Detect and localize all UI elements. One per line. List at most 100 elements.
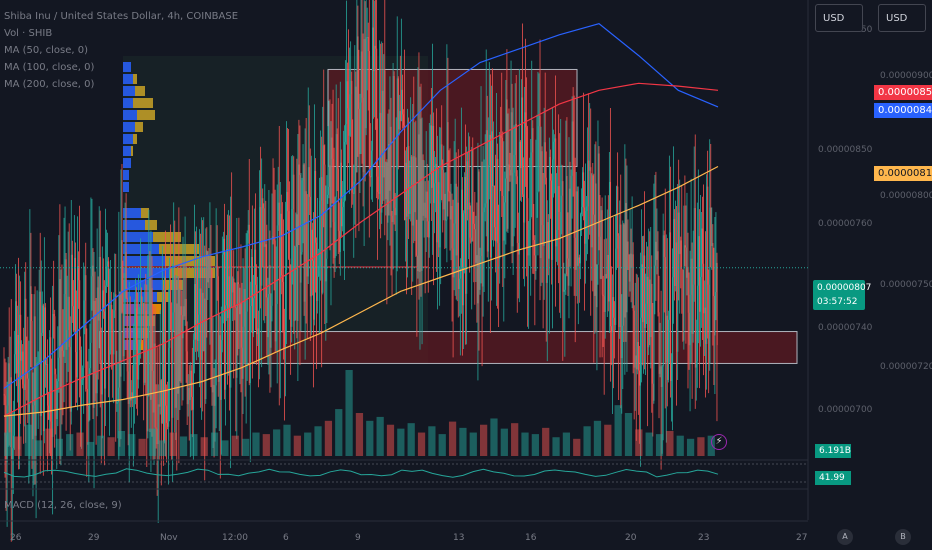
candle-body [33,316,35,406]
candle-body [200,288,202,360]
candle-body [244,288,246,363]
candle-body [466,161,468,294]
candle-body [106,266,108,286]
candle-body [230,249,232,388]
candle-body [392,76,394,223]
candle-body [302,164,304,181]
current-price-tag: 0.00000807 03:57:52 [813,280,871,310]
candle-body [169,283,171,348]
candle-body [287,191,289,212]
candle-body [445,219,447,221]
candle-body [58,279,60,358]
candle-body [348,108,350,136]
candle-body [591,175,593,248]
candle-body [655,241,657,260]
candle-body [72,306,74,331]
candle-body [298,164,300,175]
candle-body [215,254,217,386]
candle-body [269,265,271,348]
legend-volume[interactable]: Vol · SHIB [4,28,53,39]
x-tick-label: 26 [10,533,22,543]
legend-title[interactable]: Shiba Inu / United States Dollar, 4h, CO… [4,11,239,22]
candle-body [634,355,636,368]
volume-bar [666,430,674,456]
volume-bar [655,434,664,456]
candle-body [144,310,146,383]
legend-ma100[interactable]: MA (100, close, 0) [4,62,95,73]
candle-body [29,286,31,405]
volume-bar [76,432,84,456]
candle-body [312,229,314,261]
candle-body [175,303,177,408]
currency-button-2[interactable]: USD [878,4,926,32]
candle-body [104,311,106,389]
volume-profile-up [123,244,159,254]
legend-ma200[interactable]: MA (200, close, 0) [4,79,95,90]
candle-body [481,167,483,287]
legend-ma50[interactable]: MA (50, close, 0) [4,45,89,56]
candle-body [49,337,51,420]
volume-bar [273,429,281,456]
candle-body [486,130,488,252]
candle-body [488,134,490,166]
currency-button-1[interactable]: USD [815,4,863,32]
candle-body [147,318,149,432]
candle-body [354,86,356,182]
candle-body [86,388,88,407]
candle-body [140,296,142,342]
candle-body [529,218,531,230]
candle-body [442,169,444,210]
candle-body [11,448,13,462]
volume-bar [438,434,446,456]
auto-scale-button[interactable]: A [837,529,853,545]
candle-body [602,294,604,297]
candle-body [292,174,294,209]
candle-body [688,312,690,346]
candle-body [432,125,434,188]
candle-body [411,156,413,226]
candle-body [407,146,409,217]
candle-body [674,219,676,286]
alert-button[interactable]: ⚡ [711,434,727,450]
candle-body [125,252,127,298]
candle-body [100,360,102,395]
candle-body [451,206,453,249]
candle-body [626,241,628,313]
candle-body [88,368,90,422]
volume-bar [624,413,633,456]
volume-bar [304,432,312,456]
candle-body [367,37,369,51]
candle-body [321,177,323,293]
candle-body [416,255,418,272]
candle-body [12,435,14,449]
candle-body [513,155,515,173]
candle-body [184,298,186,317]
candle-body [137,343,139,380]
candle-body [196,270,198,340]
candle-body [523,194,525,223]
candle-body [238,284,240,315]
candle-body [588,160,590,171]
candle-body [473,223,475,230]
candle-body [10,377,12,462]
candle-body [652,383,654,401]
candle-body [263,208,265,247]
candle-body [195,284,197,340]
candle-body [600,210,602,279]
legend-macd[interactable]: MACD (12, 26, close, 9) [4,500,122,511]
candle-body [543,142,545,246]
candle-body [682,269,684,341]
volume-bar [283,424,291,456]
candle-body [295,214,297,247]
candle-body [363,39,365,173]
candle-body [505,99,507,179]
candle-body [115,294,117,404]
candle-body [303,164,305,302]
log-scale-button[interactable]: B [895,529,911,545]
candle-body [272,236,274,238]
candle-body [663,235,665,258]
candle-body [96,287,98,394]
candle-body [340,162,342,227]
candle-body [386,162,388,223]
